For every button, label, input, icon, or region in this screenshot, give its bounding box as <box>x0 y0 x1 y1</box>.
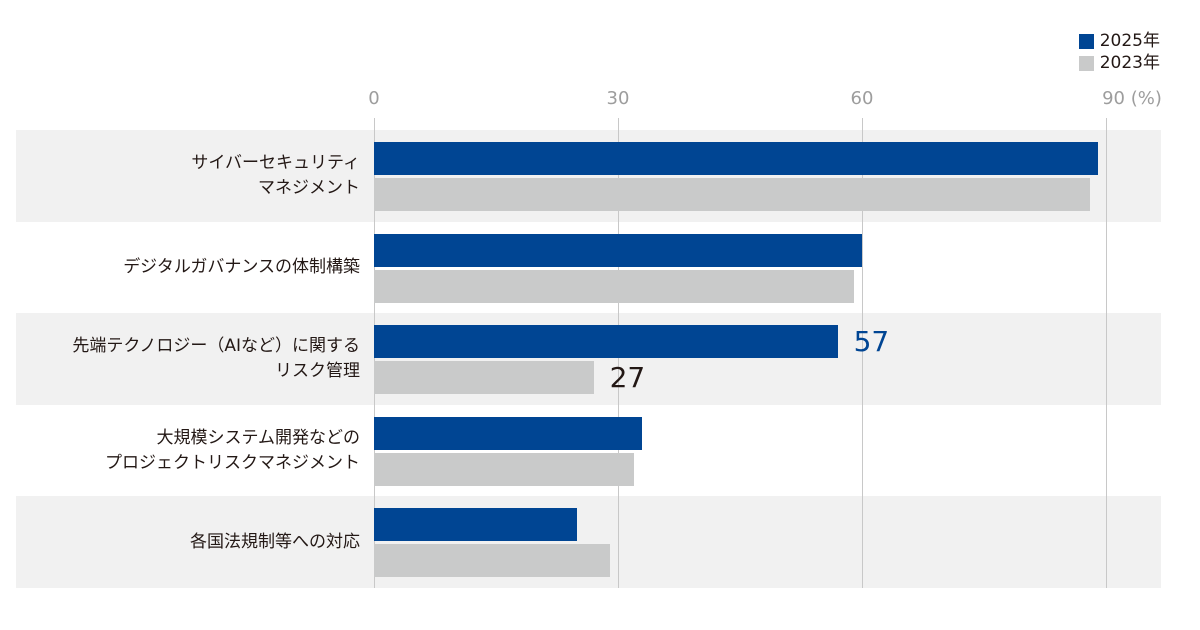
x-tick-label: 90 (%) <box>1102 88 1162 109</box>
bar-2023 <box>374 361 594 395</box>
legend-item-2025: 2025年 <box>1078 30 1160 52</box>
data-value-label: 27 <box>609 361 646 395</box>
legend-swatch-2023 <box>1078 55 1094 71</box>
bar-2025 <box>374 325 838 359</box>
gridline <box>862 118 863 588</box>
legend-label-2023: 2023年 <box>1099 53 1160 73</box>
category-label: 各国法規制等への対応 <box>190 531 360 552</box>
data-value-label: 57 <box>853 325 890 359</box>
x-tick-label: 30 <box>606 88 630 109</box>
bar-2025 <box>374 233 862 267</box>
gridline <box>1106 118 1107 588</box>
category-label: デジタルガバナンスの体制構築 <box>123 256 360 277</box>
legend-swatch-2025 <box>1078 33 1094 49</box>
legend-label-2025: 2025年 <box>1099 31 1160 51</box>
x-tick-label: 60 <box>850 88 874 109</box>
bar-2023 <box>374 452 635 486</box>
category-label: 大規模システム開発などの プロジェクトリスクマネジメント <box>105 427 360 473</box>
bar-2023 <box>374 544 610 578</box>
x-axis: 0 30 60 90 (%) <box>0 88 1200 118</box>
x-tick-label: 0 <box>368 88 380 109</box>
bar-2025 <box>374 416 643 450</box>
legend-item-2023: 2023年 <box>1078 52 1160 74</box>
bar-2025 <box>374 142 1098 175</box>
legend: 2025年 2023年 <box>1078 30 1160 74</box>
category-label: 先端テクノロジー（AIなど）に関する リスク管理 <box>72 336 360 381</box>
bar-2023 <box>374 178 1090 211</box>
bar-2025 <box>374 508 578 542</box>
category-label: サイバーセキュリティ マネジメント <box>191 152 360 198</box>
bar-2023 <box>374 269 854 303</box>
